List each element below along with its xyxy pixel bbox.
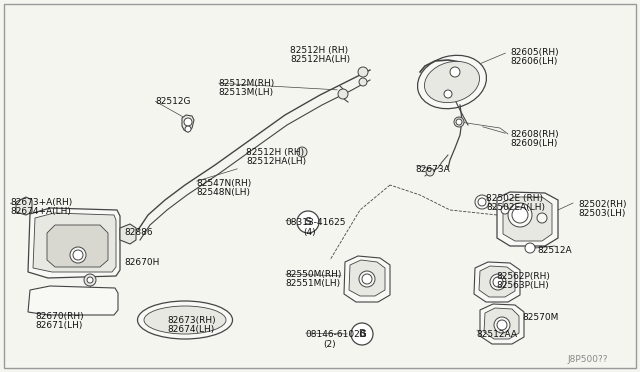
Polygon shape (497, 192, 558, 246)
Text: 82502E (RH): 82502E (RH) (486, 194, 543, 203)
Polygon shape (120, 224, 136, 244)
Text: 82512H (RH): 82512H (RH) (246, 148, 304, 157)
Circle shape (478, 198, 486, 206)
Text: 82562P(RH): 82562P(RH) (496, 272, 550, 281)
Ellipse shape (138, 301, 232, 339)
Circle shape (501, 206, 509, 214)
Text: B: B (358, 329, 365, 339)
Circle shape (338, 89, 348, 99)
Circle shape (297, 147, 307, 157)
Text: 82609(LH): 82609(LH) (510, 139, 557, 148)
Text: 82502(RH): 82502(RH) (578, 200, 627, 209)
Text: (2): (2) (323, 340, 335, 349)
Text: 82512G: 82512G (155, 97, 191, 106)
Polygon shape (503, 197, 552, 241)
Circle shape (444, 90, 452, 98)
Text: 82513M(LH): 82513M(LH) (218, 88, 273, 97)
Polygon shape (474, 262, 520, 302)
Circle shape (490, 274, 506, 290)
Text: 82670H: 82670H (124, 258, 159, 267)
Polygon shape (480, 304, 524, 344)
Circle shape (456, 119, 462, 125)
Text: 82563P(LH): 82563P(LH) (496, 281, 548, 290)
Text: 82670(RH): 82670(RH) (35, 312, 84, 321)
Circle shape (450, 67, 460, 77)
Circle shape (73, 250, 83, 260)
Circle shape (512, 207, 528, 223)
Text: 82608(RH): 82608(RH) (510, 130, 559, 139)
Circle shape (87, 277, 93, 283)
Text: 82503(LH): 82503(LH) (578, 209, 625, 218)
Polygon shape (33, 213, 116, 272)
Text: 82605(RH): 82605(RH) (510, 48, 559, 57)
Polygon shape (182, 115, 194, 132)
Circle shape (426, 168, 434, 176)
Text: 82671(LH): 82671(LH) (35, 321, 83, 330)
Text: 82512M(RH): 82512M(RH) (218, 79, 275, 88)
Text: 82673+A(RH): 82673+A(RH) (10, 198, 72, 207)
Text: 82512HA(LH): 82512HA(LH) (290, 55, 350, 64)
Text: 82512AA: 82512AA (476, 330, 517, 339)
Polygon shape (484, 308, 519, 339)
Circle shape (70, 247, 86, 263)
Circle shape (494, 317, 510, 333)
Ellipse shape (144, 306, 226, 334)
Text: 08313-41625: 08313-41625 (285, 218, 346, 227)
Text: 82502EA(LH): 82502EA(LH) (486, 203, 545, 212)
Circle shape (475, 195, 489, 209)
Circle shape (525, 243, 535, 253)
Circle shape (362, 274, 372, 284)
Text: 82673A: 82673A (415, 165, 450, 174)
Circle shape (84, 274, 96, 286)
Text: 82570M: 82570M (522, 313, 558, 322)
Polygon shape (344, 256, 390, 302)
Circle shape (537, 213, 547, 223)
Circle shape (185, 126, 191, 132)
Text: J8P500??: J8P500?? (568, 355, 608, 364)
Ellipse shape (417, 55, 486, 109)
Circle shape (184, 118, 192, 126)
Circle shape (358, 67, 368, 77)
Polygon shape (47, 225, 108, 267)
Text: 82551M(LH): 82551M(LH) (285, 279, 340, 288)
Polygon shape (28, 286, 118, 315)
Text: 82512H (RH): 82512H (RH) (290, 46, 348, 55)
Text: 82674+A(LH): 82674+A(LH) (10, 207, 71, 216)
Polygon shape (349, 260, 385, 296)
Text: 82886: 82886 (124, 228, 152, 237)
Circle shape (359, 271, 375, 287)
Circle shape (359, 78, 367, 86)
Text: 82674(LH): 82674(LH) (167, 325, 214, 334)
Text: 08146-6102G: 08146-6102G (305, 330, 367, 339)
Text: 82512A: 82512A (537, 246, 572, 255)
Text: S: S (305, 217, 312, 227)
Text: 82548N(LH): 82548N(LH) (196, 188, 250, 197)
Text: 82606(LH): 82606(LH) (510, 57, 557, 66)
Circle shape (351, 323, 373, 345)
Circle shape (454, 117, 464, 127)
Ellipse shape (424, 61, 479, 103)
Text: 82547N(RH): 82547N(RH) (196, 179, 252, 188)
Circle shape (493, 277, 503, 287)
Text: 82550M(RH): 82550M(RH) (285, 270, 341, 279)
Text: (4): (4) (303, 228, 316, 237)
Text: 82512HA(LH): 82512HA(LH) (246, 157, 306, 166)
Circle shape (497, 320, 507, 330)
Polygon shape (16, 197, 32, 215)
Circle shape (297, 211, 319, 233)
Polygon shape (28, 208, 120, 278)
Circle shape (508, 203, 532, 227)
Polygon shape (479, 266, 515, 297)
Text: 82673(RH): 82673(RH) (167, 316, 216, 325)
